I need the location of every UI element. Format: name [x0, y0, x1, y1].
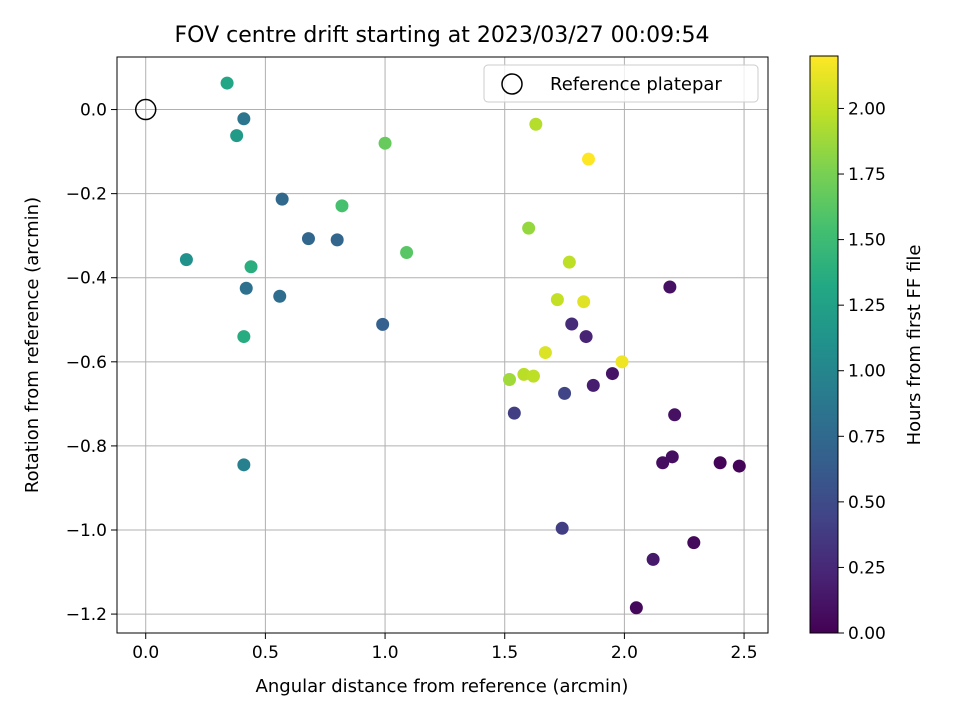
data-point: [555, 521, 569, 535]
data-point: [615, 355, 629, 369]
data-point: [687, 536, 701, 550]
x-tick-label: 2.5: [731, 643, 758, 663]
legend-box: [483, 64, 759, 103]
colorbar-tick-label: 1.25: [848, 296, 886, 316]
data-point: [273, 289, 287, 303]
data-point: [562, 255, 576, 269]
x-tick-label: 1.0: [372, 643, 399, 663]
colorbar-tick-label: 2.00: [848, 99, 886, 119]
x-tick-label: 0.5: [252, 643, 279, 663]
colorbar-gradient: [809, 55, 839, 634]
colorbar-tick-label: 1.50: [848, 231, 886, 251]
colorbar-tick-label: 1.00: [848, 362, 886, 382]
data-point: [581, 152, 595, 166]
data-point: [244, 260, 258, 274]
data-point: [713, 456, 727, 470]
colorbar-ticks: 0.00 0.25 0.50 0.75 1.00 1.25 1.50 1.75 2.00: [838, 99, 886, 644]
colorbar-tick-label: 0.50: [848, 493, 886, 513]
plot-frame: [116, 56, 769, 634]
data-point: [237, 112, 251, 126]
data-point: [507, 406, 521, 420]
data-point: [586, 378, 600, 392]
x-tick-label: 1.5: [491, 643, 518, 663]
colorbar-tick-label: 0.25: [848, 558, 886, 578]
colorbar-tick-label: 0.75: [848, 427, 886, 447]
grid-lines: [117, 57, 768, 633]
scatter-points: [179, 76, 746, 615]
data-point: [301, 232, 315, 246]
data-point: [275, 192, 289, 206]
data-point: [335, 199, 349, 213]
data-point: [220, 76, 234, 90]
colorbar-tick-label: 1.75: [848, 165, 886, 185]
x-axis-ticks: 0.0 0.5 1.0 1.5 2.0 2.5: [132, 633, 758, 663]
data-point: [237, 458, 251, 472]
reference-marker: [134, 98, 157, 121]
data-point: [526, 369, 540, 383]
data-point: [517, 367, 531, 381]
data-point: [732, 459, 746, 473]
data-point: [237, 330, 251, 344]
data-point: [522, 221, 536, 235]
y-tick-label: −1.2: [66, 605, 107, 625]
y-axis-label: Rotation from reference (arcmin): [22, 197, 43, 493]
data-point: [550, 293, 564, 307]
y-tick-label: −0.6: [66, 353, 107, 373]
y-tick-label: −0.8: [66, 437, 107, 457]
x-tick-label: 0.0: [132, 643, 159, 663]
chart-title: FOV centre drift starting at 2023/03/27 …: [175, 23, 710, 48]
data-point: [646, 552, 660, 566]
data-point: [558, 386, 572, 400]
data-point: [579, 330, 593, 344]
data-point: [605, 367, 619, 381]
data-point: [665, 450, 679, 464]
data-point: [656, 456, 670, 470]
colorbar-tick-label: 0.00: [848, 624, 886, 644]
data-point: [330, 233, 344, 247]
data-point: [503, 372, 517, 386]
data-point: [663, 280, 677, 294]
y-tick-label: −1.0: [66, 521, 107, 541]
y-axis-ticks: 0.0 −0.2 −0.4 −0.6 −0.8 −1.0 −1.2: [66, 101, 117, 625]
data-point: [538, 346, 552, 360]
data-point: [668, 408, 682, 422]
x-axis-label: Angular distance from reference (arcmin): [256, 676, 629, 697]
data-point: [230, 129, 244, 143]
data-point: [400, 246, 414, 260]
x-tick-label: 2.0: [611, 643, 638, 663]
colorbar-label: Hours from first FF file: [904, 245, 925, 446]
data-point: [378, 136, 392, 150]
y-tick-label: −0.4: [66, 269, 107, 289]
data-point: [529, 117, 543, 131]
legend: Reference platepar: [483, 64, 759, 103]
data-point: [239, 281, 253, 295]
data-point: [376, 317, 390, 331]
data-point: [577, 295, 591, 309]
y-tick-label: −0.2: [66, 185, 107, 205]
data-point: [179, 253, 193, 267]
y-tick-label: 0.0: [80, 101, 107, 121]
data-point: [629, 601, 643, 615]
legend-reference-label: Reference platepar: [550, 74, 722, 95]
data-point: [565, 317, 579, 331]
legend-reference-icon: [501, 73, 523, 95]
colorbar: 0.00 0.25 0.50 0.75 1.00 1.25 1.50 1.75 2.00 Hou…: [809, 55, 925, 644]
